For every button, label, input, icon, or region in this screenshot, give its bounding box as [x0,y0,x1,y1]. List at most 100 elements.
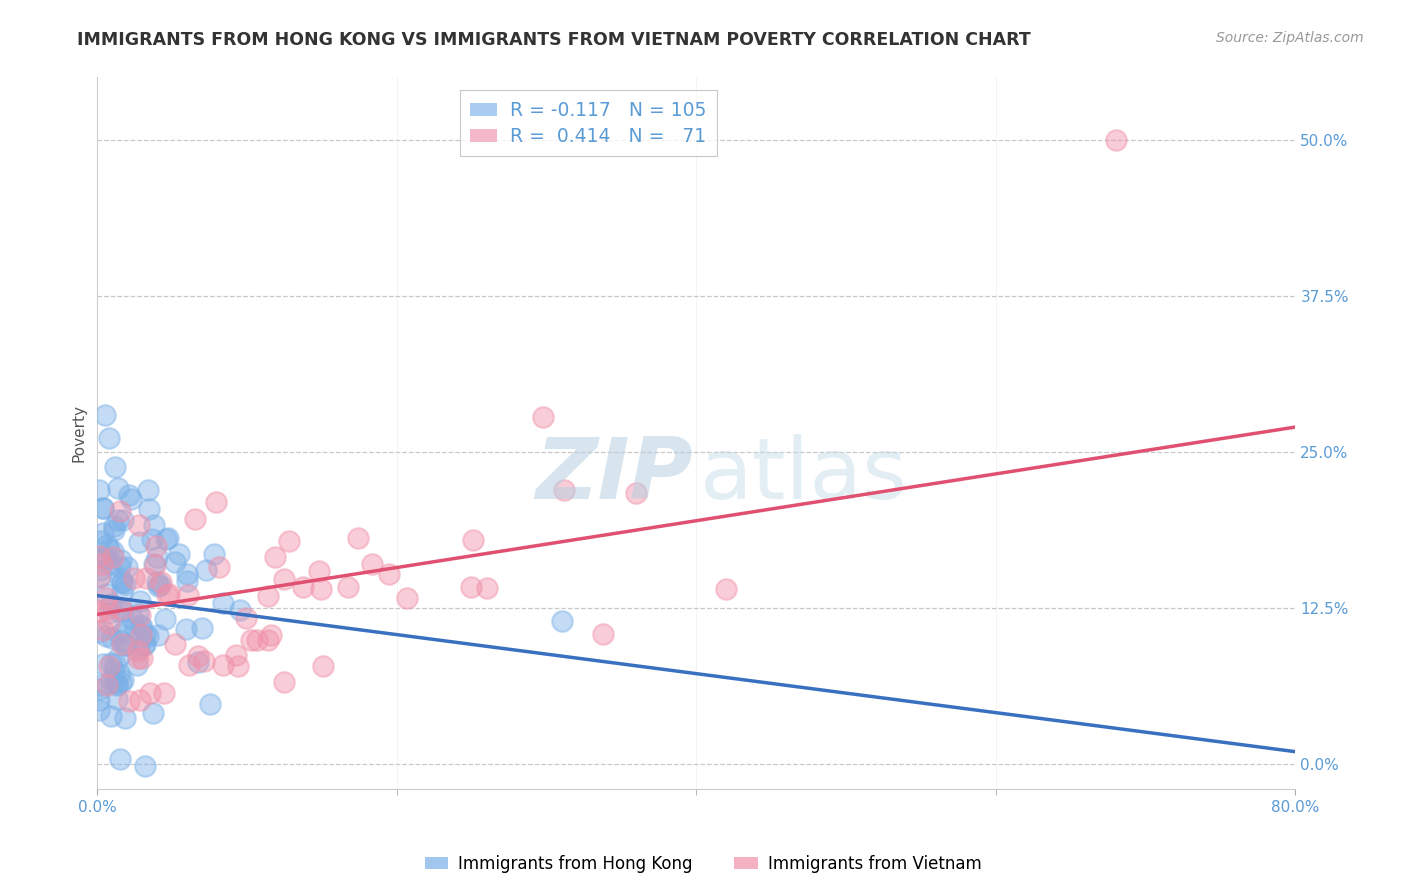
Point [174,622,197,636]
Point [148,628,170,642]
Point [396,591,419,605]
Point [107,678,129,692]
Point [128,641,150,656]
Point [115,559,138,574]
Point [477,581,499,595]
Point [136,629,159,643]
Point [98,606,121,620]
Point [257,590,280,604]
Point [153,686,176,700]
Point [89,682,111,697]
Point [167,547,190,561]
Point [128,534,150,549]
Point [202,548,225,562]
Point [110,633,132,648]
Point [460,580,482,594]
Point [112,673,135,687]
Point [100,673,122,688]
Point [139,686,162,700]
Y-axis label: Poverty: Poverty [72,404,86,462]
Point [110,553,132,567]
Point [714,582,737,596]
Point [91,500,114,515]
Point [89,563,111,577]
Point [108,504,131,518]
Point [101,549,124,564]
Point [104,674,127,689]
Point [156,588,179,602]
Point [129,628,152,642]
Point [337,580,360,594]
Point [110,605,132,619]
Point [1360,464,1382,478]
Point [194,563,217,577]
Point [531,410,554,425]
Point [107,513,129,527]
Point [100,709,122,723]
Point [165,637,187,651]
Point [134,637,156,651]
Point [260,628,283,642]
Point [208,560,231,574]
Point [91,558,114,572]
Point [94,408,117,422]
Point [89,570,111,584]
Point [205,495,228,509]
Point [127,658,149,673]
Point [89,483,111,497]
Point [191,621,214,635]
Point [91,500,114,515]
Point [100,597,122,611]
Point [134,759,156,773]
Legend: R = -0.117   N = 105, R =  0.414   N =   71: R = -0.117 N = 105, R = 0.414 N = 71 [460,90,717,156]
Point [108,627,131,641]
Point [592,626,614,640]
Point [103,664,125,678]
Point [311,658,333,673]
Point [212,658,235,673]
Point [1105,133,1128,147]
Point [225,648,247,662]
Text: atlas: atlas [700,434,908,517]
Point [177,588,200,602]
Point [240,633,263,648]
Point [128,608,150,623]
Point [104,459,127,474]
Point [176,574,198,589]
Point [624,485,647,500]
Point [226,658,249,673]
Point [87,625,110,640]
Point [114,711,136,725]
Text: Source: ZipAtlas.com: Source: ZipAtlas.com [1216,31,1364,45]
Point [346,531,368,545]
Point [93,551,115,566]
Point [187,649,209,664]
Point [114,622,136,636]
Point [129,594,152,608]
Point [115,639,138,653]
Point [114,638,136,652]
Point [157,587,180,601]
Point [110,559,132,574]
Point [145,539,167,553]
Point [100,656,122,670]
Point [101,631,124,645]
Point [309,582,332,596]
Point [198,697,221,711]
Point [142,517,165,532]
Point [146,574,169,589]
Point [553,483,575,497]
Point [110,674,132,689]
Point [87,703,110,717]
Point [165,555,187,569]
Point [278,533,301,548]
Point [110,575,132,590]
Point [87,569,110,583]
Point [111,637,134,651]
Point [111,585,134,599]
Point [246,633,269,648]
Point [146,579,169,593]
Point [118,694,141,708]
Point [149,578,172,592]
Point [89,534,111,549]
